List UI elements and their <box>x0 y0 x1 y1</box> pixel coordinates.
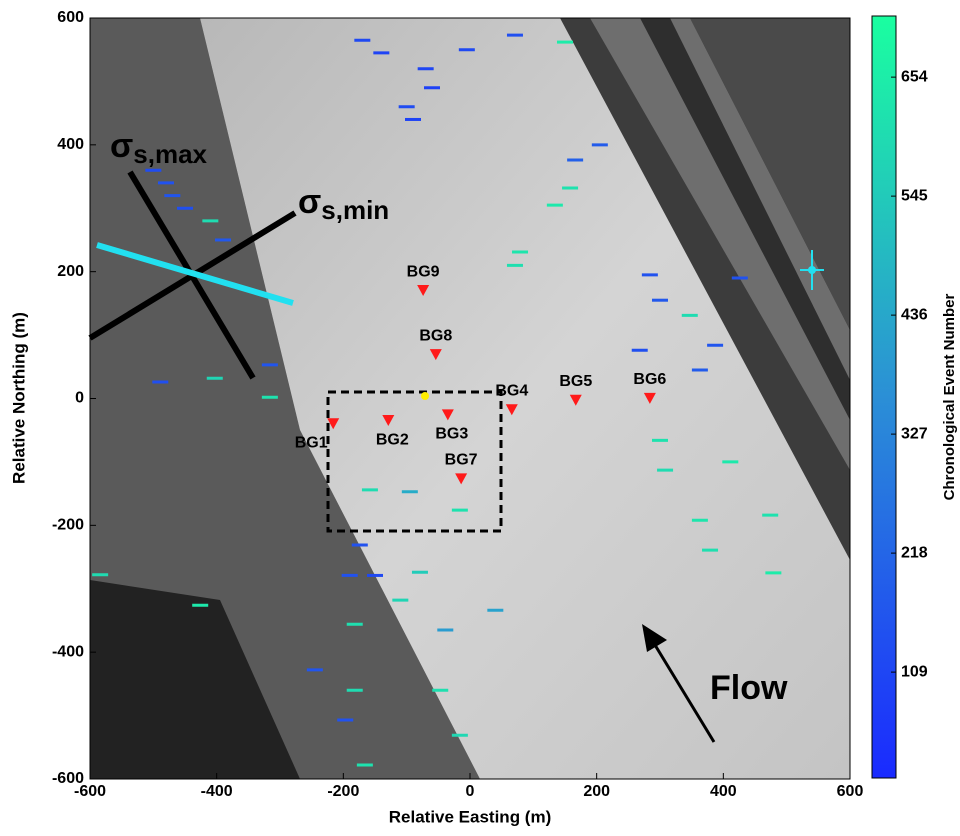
station <box>429 349 442 361</box>
station-label: BG2 <box>376 431 409 448</box>
colorbar-tick-label: 218 <box>901 544 928 561</box>
station <box>569 394 582 406</box>
x-tick-label: 600 <box>837 783 864 800</box>
y-tick-label: 400 <box>57 136 84 153</box>
station-label: BG3 <box>435 426 468 443</box>
station <box>455 473 468 485</box>
station <box>417 285 430 297</box>
y-tick-label: -600 <box>52 770 84 787</box>
y-axis-label: Relative Northing (m) <box>9 312 28 484</box>
annotation: σs,max <box>110 127 208 169</box>
colorbar-tick-label: 436 <box>901 306 928 323</box>
annotation: Flow <box>710 669 788 707</box>
x-tick-label: 0 <box>466 783 475 800</box>
station-label: BG8 <box>419 327 452 344</box>
x-tick-label: -400 <box>201 783 233 800</box>
fast-direction <box>96 242 294 306</box>
colorbar-tick-label: 327 <box>901 425 928 442</box>
annotation: σs,min <box>298 183 389 225</box>
colorbar <box>871 15 897 779</box>
station-label: BG6 <box>633 371 666 388</box>
y-tick-label: 600 <box>57 9 84 26</box>
station <box>327 418 340 430</box>
station <box>505 404 518 416</box>
x-tick-label: 400 <box>710 783 737 800</box>
flow-arrowhead <box>642 624 667 652</box>
y-tick-label: 0 <box>75 390 84 407</box>
station-label: BG1 <box>295 434 328 451</box>
y-tick-label: -400 <box>52 643 84 660</box>
station-label: BG9 <box>407 263 440 280</box>
station <box>441 409 454 421</box>
colorbar-tick-label: 654 <box>901 68 928 85</box>
station-label: BG4 <box>495 382 528 399</box>
x-tick-label: -600 <box>74 783 106 800</box>
reference-point <box>808 266 816 274</box>
colorbar-tick-label: 109 <box>901 663 928 680</box>
imagery <box>90 18 850 779</box>
marks: BG1 BG2 BG3 BG4 BG5 BG6 BG7 BG8 BG9 <box>92 33 782 767</box>
x-tick-label: 200 <box>583 783 610 800</box>
station-label: BG5 <box>559 373 592 390</box>
x-axis-label: Relative Easting (m) <box>389 807 552 826</box>
source-point <box>421 392 429 400</box>
flow-arrow <box>653 644 716 743</box>
station <box>382 415 395 427</box>
colorbar-tick-label: 545 <box>901 187 928 204</box>
y-tick-label: 200 <box>57 263 84 280</box>
station <box>643 392 656 404</box>
station-label: BG7 <box>445 452 478 469</box>
y-tick-label: -200 <box>52 517 84 534</box>
x-tick-label: -200 <box>327 783 359 800</box>
colorbar-label: Chronological Event Number <box>941 293 958 500</box>
